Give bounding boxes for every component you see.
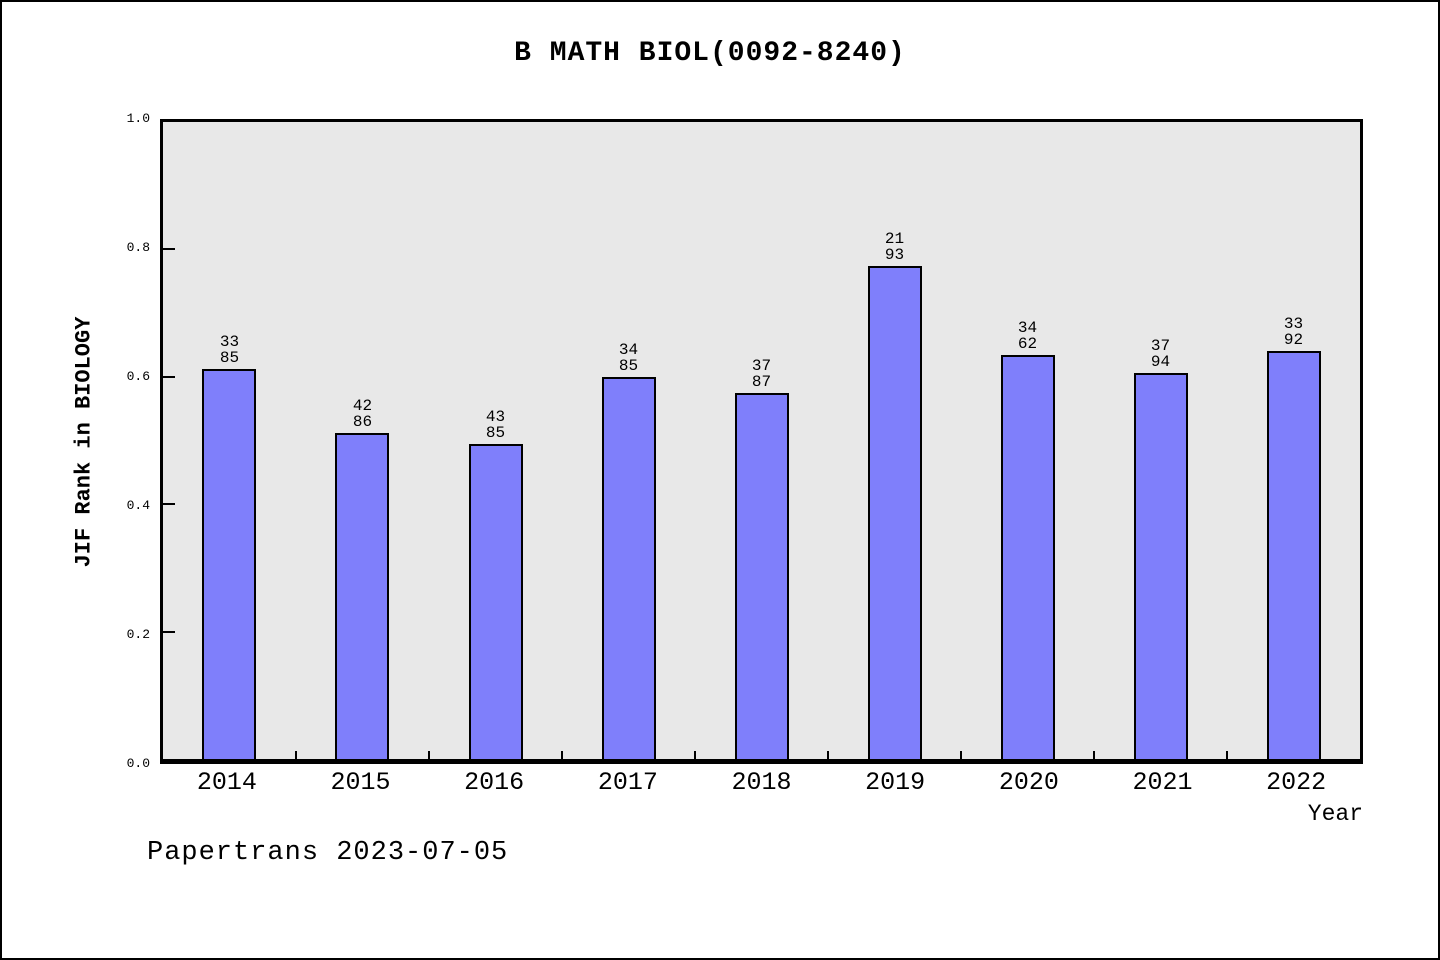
x-minor-tick (1225, 751, 1228, 759)
x-minor-tick (427, 751, 430, 759)
bar-value-line: 43 (485, 408, 506, 427)
x-tick-label-2014: 2014 (196, 768, 257, 797)
x-minor-tick (693, 751, 696, 759)
bar-value-line: 21 (884, 229, 905, 248)
bar-value-line: 34 (1017, 318, 1038, 337)
bar-2019 (867, 265, 922, 759)
x-axis-title: Year (1307, 801, 1363, 827)
x-tick-label-2015: 2015 (330, 768, 391, 797)
bar-2014 (202, 369, 257, 759)
bar-2018 (734, 392, 789, 759)
y-tick-mark (163, 375, 175, 378)
bar-value-line: 93 (884, 245, 905, 264)
x-tick-label-2017: 2017 (597, 768, 658, 797)
y-tick-label-0.6: 0.6 (126, 369, 150, 384)
bar-value-label-2018: 37 87 (752, 358, 771, 390)
bar-value-label-2020: 34 62 (1018, 320, 1037, 352)
x-tick-label-2020: 2020 (998, 768, 1059, 797)
x-minor-tick (560, 751, 563, 759)
x-tick-label-2021: 2021 (1132, 768, 1193, 797)
bar-value-line: 42 (352, 396, 373, 415)
plot-area: 33 85 42 86 43 85 34 85 37 87 21 93 34 62 37 94 33 92 (160, 119, 1363, 764)
bar-2016 (468, 444, 523, 759)
bar-value-line: 33 (219, 333, 240, 352)
bar-2022 (1266, 350, 1321, 759)
bar-value-line: 92 (1283, 330, 1304, 349)
bar-value-label-2019: 21 93 (885, 231, 904, 263)
bar-value-label-2016: 43 85 (486, 409, 505, 441)
x-tick-label-2016: 2016 (464, 768, 525, 797)
bar-value-line: 37 (1150, 336, 1171, 355)
x-minor-tick (827, 751, 829, 759)
bar-value-line: 37 (751, 356, 772, 375)
footer-watermark: Papertrans 2023-07-05 (147, 838, 509, 868)
bar-value-label-2022: 33 92 (1284, 316, 1303, 348)
bar-value-line: 87 (751, 372, 772, 391)
bar-2017 (601, 376, 656, 759)
y-axis: 0.0 0.2 0.4 0.6 0.8 1.0 (2, 112, 154, 771)
y-tick-mark (163, 630, 175, 633)
bar-value-line: 94 (1150, 352, 1171, 371)
x-tick-label-2022: 2022 (1266, 768, 1327, 797)
x-minor-tick (959, 751, 962, 759)
bar-value-label-2014: 33 85 (220, 334, 239, 366)
x-tick-label-2018: 2018 (731, 768, 792, 797)
bar-value-label-2017: 34 85 (619, 342, 638, 374)
y-tick-label-0.8: 0.8 (126, 240, 150, 255)
bar-value-line: 85 (219, 349, 240, 368)
bar-value-label-2021: 37 94 (1151, 338, 1170, 370)
x-axis: 2014 2015 2016 2017 2018 2019 2020 2021 2022 (160, 768, 1363, 804)
x-tick-label-2019: 2019 (865, 768, 926, 797)
bar-value-line: 34 (618, 340, 639, 359)
bar-value-line: 85 (485, 424, 506, 443)
y-tick-mark (163, 503, 175, 506)
bar-2015 (335, 432, 390, 759)
y-tick-label-0.0: 0.0 (126, 756, 150, 771)
x-minor-tick (294, 751, 297, 759)
bar-2020 (1000, 354, 1055, 759)
y-tick-label-1.0: 1.0 (126, 111, 150, 126)
bar-2021 (1133, 372, 1188, 759)
chart-title: B MATH BIOL(0092-8240) (514, 38, 906, 69)
bar-value-line: 33 (1283, 314, 1304, 333)
y-tick-label-0.4: 0.4 (126, 498, 150, 513)
y-tick-mark (163, 248, 175, 251)
y-tick-label-0.2: 0.2 (126, 627, 150, 642)
bar-value-line: 86 (352, 412, 373, 431)
bar-value-label-2015: 42 86 (353, 398, 372, 430)
bar-value-line: 62 (1017, 334, 1038, 353)
bar-value-line: 85 (618, 356, 639, 375)
x-minor-tick (1093, 751, 1095, 759)
